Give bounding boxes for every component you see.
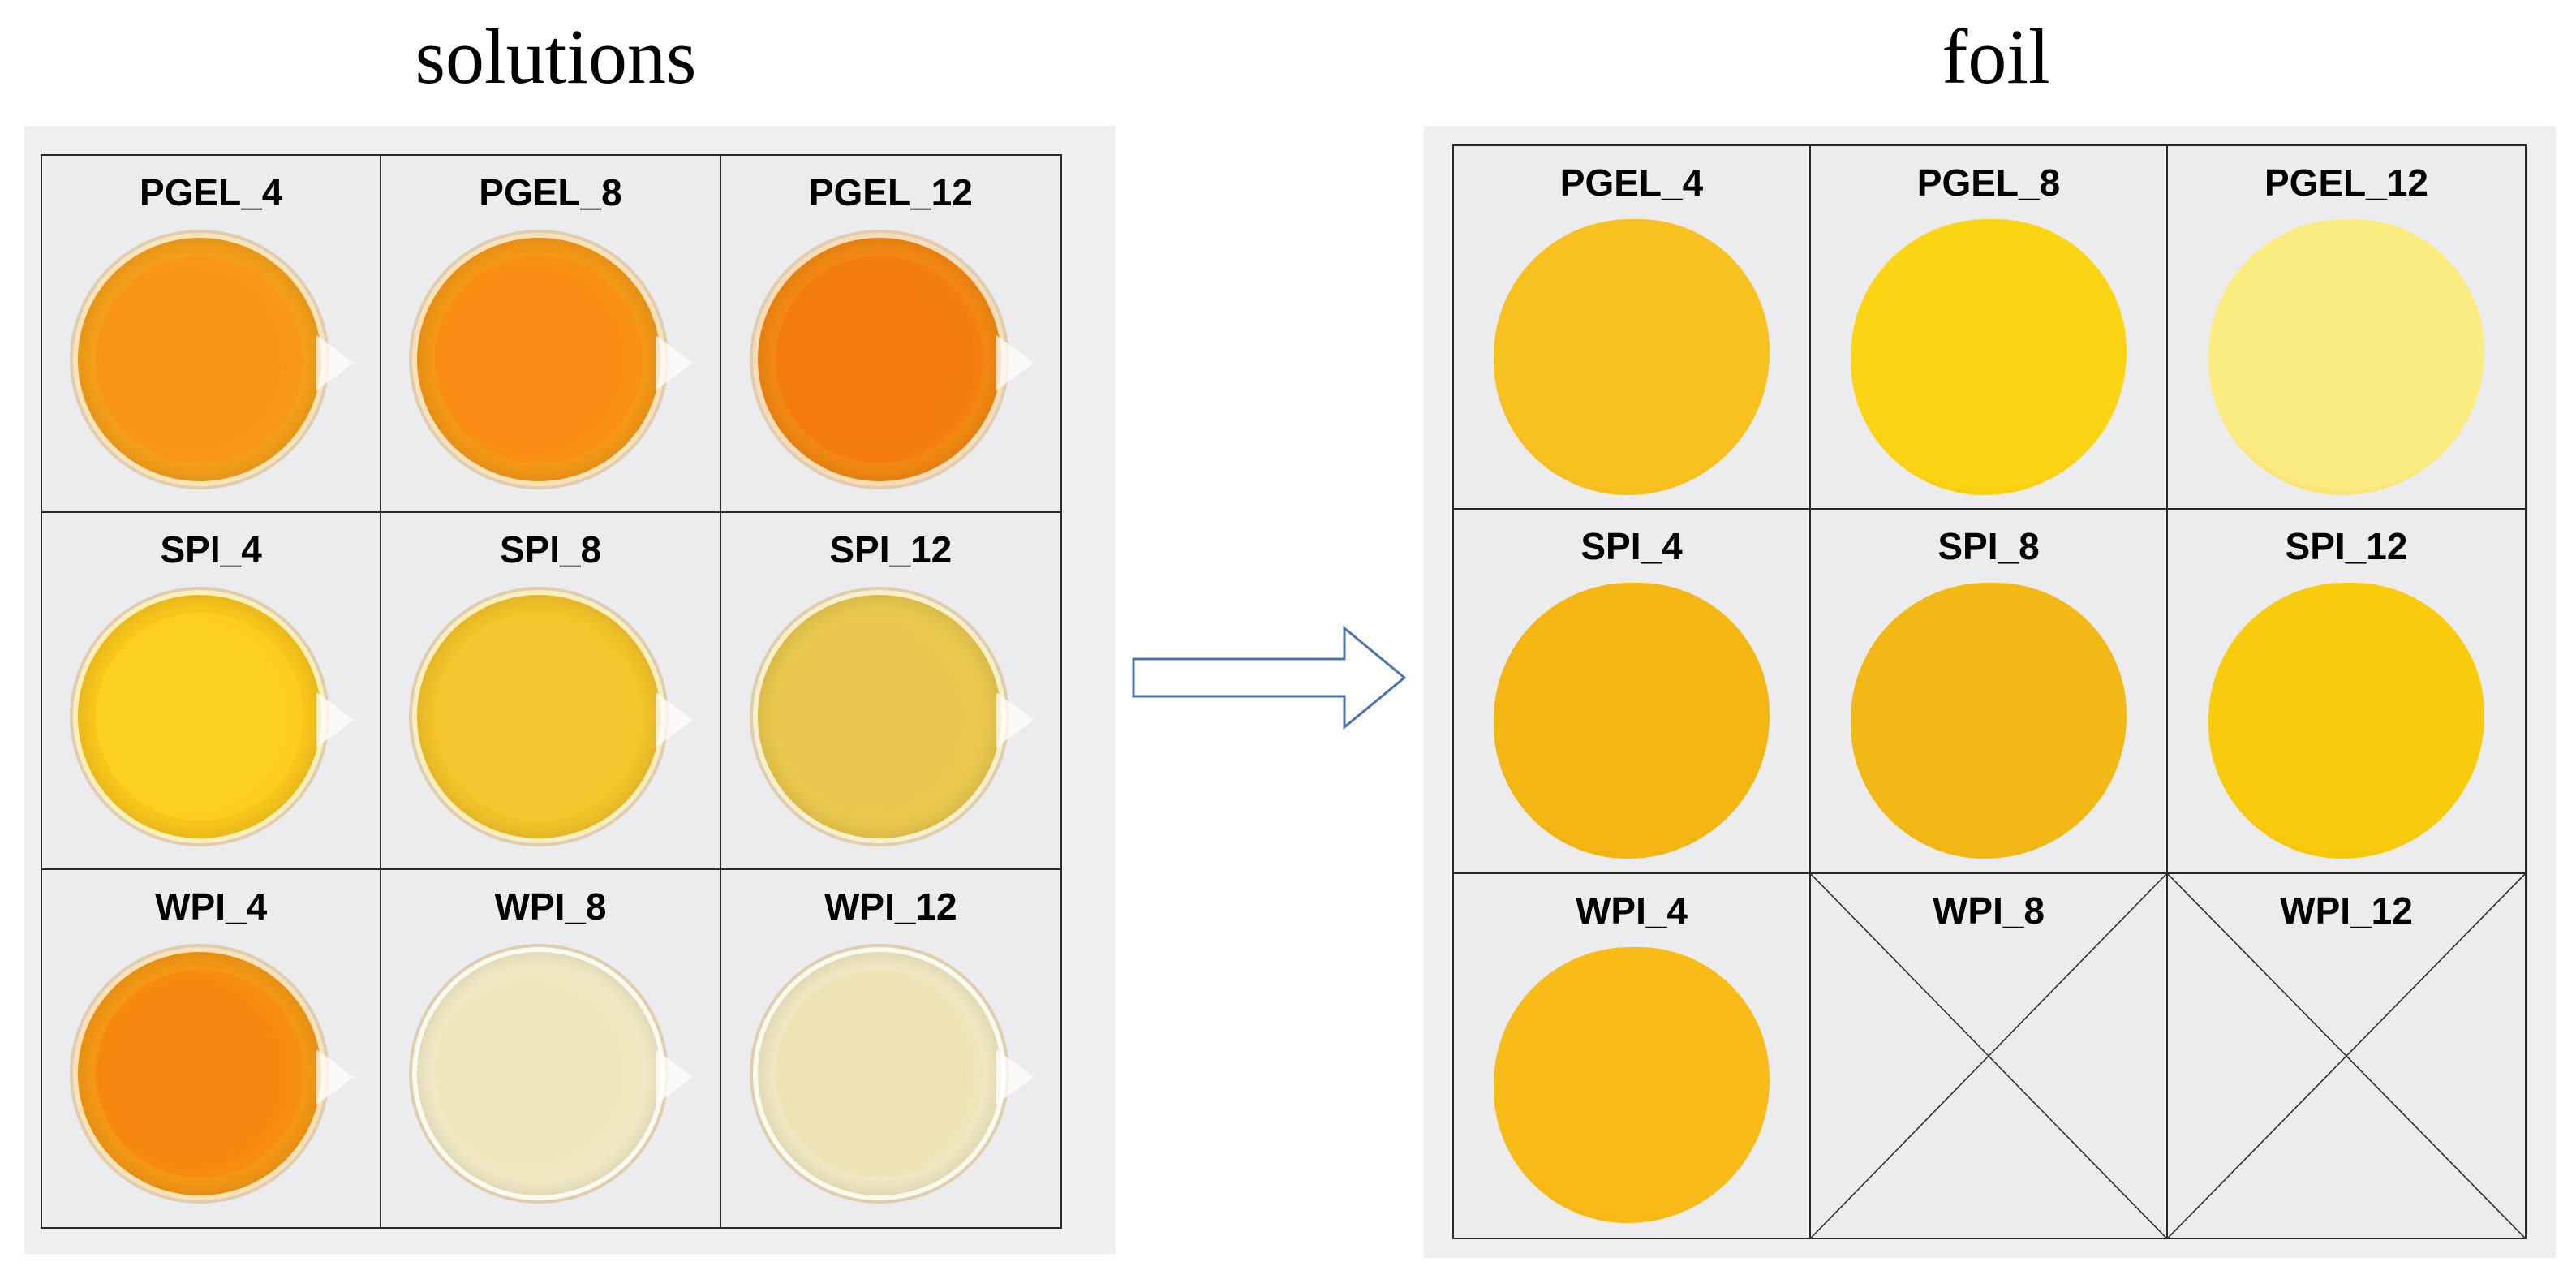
sample-label: SPI_12 [2285,525,2408,568]
solution-cell: PGEL_4 [42,156,382,513]
solution-cell: PGEL_12 [720,156,1060,513]
beaker [412,947,694,1200]
foil-cell: PGEL_12 [2168,146,2525,510]
foil-cell: SPI_12 [2168,510,2525,874]
beaker-spout [316,335,355,390]
solution-cell: SPI_4 [42,513,382,870]
right-arrow-icon [1132,625,1407,730]
foil-disc [1494,219,1770,495]
sample-label: SPI_12 [829,528,953,571]
beaker [73,590,355,843]
beaker-spout [996,692,1034,747]
beaker-liquid [96,970,304,1178]
beaker-liquid [435,613,643,821]
beaker-liquid [96,613,304,821]
solution-cell: SPI_8 [381,513,721,870]
sample-label: SPI_4 [160,528,262,571]
foil-disc [1494,946,1770,1223]
sample-label: SPI_8 [499,528,602,571]
beaker-liquid [435,970,643,1178]
beaker-liquid [775,970,983,1178]
foil-cell: PGEL_4 [1454,146,1811,510]
beaker [752,233,1034,486]
sample-label: WPI_12 [2280,889,2413,932]
sample-label: PGEL_8 [479,171,622,213]
sample-label: WPI_4 [1575,889,1688,932]
beaker [752,590,1034,843]
solution-cell: SPI_12 [720,513,1060,870]
beaker-spout [656,692,694,747]
beaker [752,947,1034,1200]
sample-label: PGEL_4 [1559,162,1704,204]
foil-cell: WPI_4 [1454,873,1811,1238]
foil-cell: SPI_8 [1811,510,2168,874]
foil-disc [1851,583,2127,859]
sample-label: WPI_8 [1932,889,2045,932]
foil-disc [2208,219,2484,495]
beaker [73,947,355,1200]
beaker-spout [996,1049,1034,1105]
sample-label: WPI_12 [824,885,957,928]
foil-cell: PGEL_8 [1811,146,2168,510]
sample-label: PGEL_4 [139,171,283,213]
beaker-liquid [775,256,983,463]
foil-cell: SPI_4 [1454,510,1811,874]
foil-grid: PGEL_4 PGEL_8 PGEL_12 SPI_4 SPI_8 SPI_12 WPI_4… [1452,144,2527,1239]
beaker-liquid [775,613,983,821]
beaker-spout [656,335,694,390]
solutions-grid: PGEL_4 PGEL_8 PGEL_12 SPI_4 SPI_8 SPI_12 WPI_4… [41,154,1062,1229]
foil-disc [1494,583,1770,859]
beaker-spout [316,1049,355,1105]
solutions-title: solutions [415,13,697,100]
sample-label: PGEL_8 [1916,162,2061,204]
sample-label: WPI_8 [494,885,607,928]
beaker-spout [316,692,355,747]
solution-cell: WPI_4 [42,870,382,1227]
foil-title: foil [1942,13,2050,100]
beaker-liquid [435,256,643,463]
empty-cross-icon [1811,873,2166,1238]
sample-label: SPI_4 [1580,525,1683,568]
sample-label: SPI_8 [1937,525,2040,568]
foil-cell: WPI_12 [2168,873,2525,1238]
beaker [412,233,694,486]
sample-label: PGEL_12 [2264,162,2428,204]
solution-cell: WPI_12 [721,870,1060,1227]
solution-cell: WPI_8 [381,870,721,1227]
sample-label: WPI_4 [155,885,268,928]
empty-cross-icon [2168,873,2525,1238]
beaker-spout [996,335,1034,390]
foil-disc [1851,219,2127,495]
sample-label: PGEL_12 [808,171,973,213]
beaker [73,233,355,486]
foil-disc [2208,583,2484,859]
beaker [412,590,694,843]
solution-cell: PGEL_8 [381,156,721,513]
beaker-liquid [96,256,304,463]
foil-cell: WPI_8 [1811,873,2168,1238]
beaker-spout [656,1049,694,1105]
